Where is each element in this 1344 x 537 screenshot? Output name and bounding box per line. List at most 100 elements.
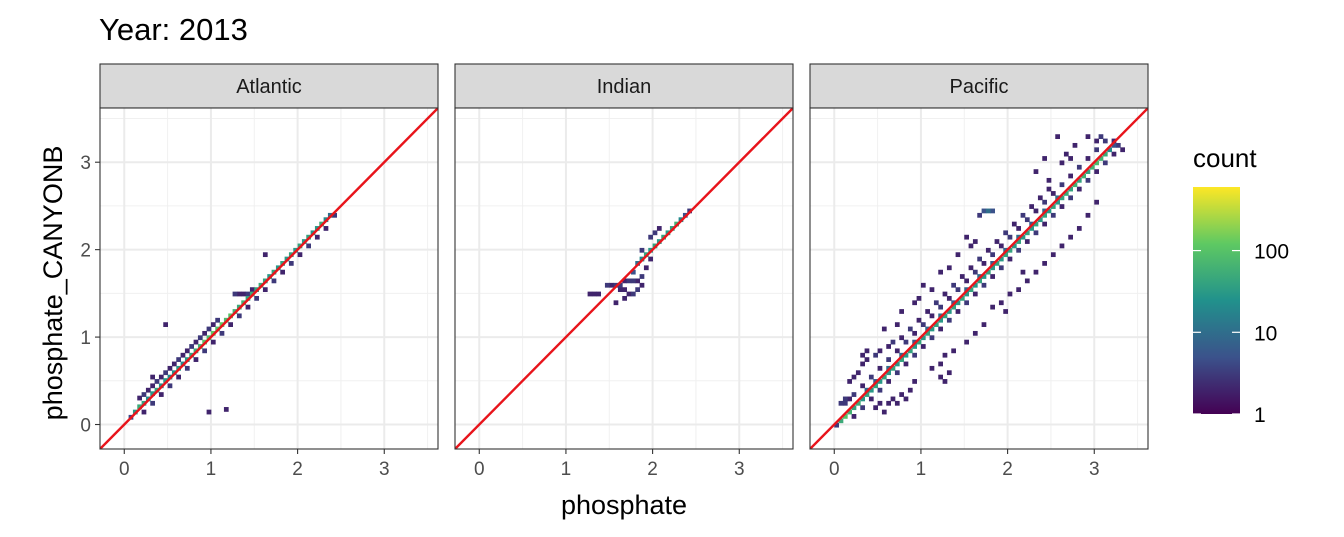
bin-cell — [916, 295, 922, 301]
bin-cell — [189, 344, 194, 349]
bin-cell — [1020, 234, 1026, 240]
bin-cell — [1016, 247, 1021, 253]
bin-cell — [1033, 169, 1039, 174]
bin-cell — [981, 261, 987, 266]
bin-cell — [1081, 173, 1086, 179]
bin-cell — [1020, 269, 1026, 275]
bin-cell — [894, 400, 900, 406]
bin-cell — [1068, 173, 1073, 179]
bin-cell — [1072, 142, 1078, 148]
bin-cell — [145, 387, 151, 393]
bin-cell — [1050, 191, 1056, 196]
bin-cell — [1111, 151, 1117, 157]
bin-cell — [630, 278, 636, 284]
bin-cell — [150, 391, 155, 397]
bin-cell — [938, 326, 943, 332]
y-axis-label: phosphate_CANYONB — [38, 146, 68, 421]
bin-cell — [1046, 177, 1052, 183]
bin-cell — [855, 400, 861, 406]
bin-cell — [176, 374, 181, 380]
bin-cell — [920, 282, 926, 288]
facet-label-atlantic: Atlantic — [236, 76, 302, 98]
bin-cell — [907, 348, 913, 354]
bin-cell — [868, 387, 874, 393]
bin-cell — [886, 400, 891, 406]
bin-cell — [977, 256, 982, 262]
bin-cell — [1042, 156, 1047, 161]
bin-cell — [894, 361, 900, 367]
bin-cell — [1094, 147, 1099, 153]
bin-cell — [972, 291, 978, 297]
bin-cell — [868, 396, 874, 402]
bin-cell — [959, 295, 965, 301]
bin-cell — [1011, 243, 1017, 249]
bin-cell — [951, 282, 956, 288]
bin-cell — [1003, 252, 1008, 258]
bin-cell — [942, 291, 948, 297]
bin-cell — [184, 348, 190, 354]
bin-cell — [933, 322, 939, 327]
bin-cell — [903, 339, 909, 345]
bin-cell — [942, 352, 948, 358]
bin-cell — [617, 282, 623, 288]
reference-line — [100, 108, 438, 449]
bin-cell — [964, 234, 969, 240]
bin-cell — [842, 400, 848, 406]
bin-cell — [1085, 134, 1091, 140]
bin-cell — [1042, 221, 1047, 227]
bin-cell — [920, 335, 926, 341]
bin-cell — [938, 361, 943, 367]
bin-cell — [864, 348, 870, 354]
bin-cell — [912, 379, 917, 384]
bin-cell — [907, 387, 913, 393]
bin-cell — [1050, 204, 1056, 209]
bin-cell — [167, 365, 173, 371]
bin-cell — [1094, 169, 1099, 174]
bin-cell — [981, 322, 987, 327]
bin-cell — [1063, 191, 1069, 196]
bin-cell — [210, 322, 216, 327]
bin-cell — [1024, 230, 1030, 236]
bin-cell — [643, 265, 649, 271]
bin-cell — [964, 300, 969, 306]
bin-cell — [990, 274, 995, 279]
bin-cell — [972, 282, 978, 288]
bin-cell — [617, 287, 623, 293]
y-tick-label: 3 — [80, 153, 91, 174]
bin-cell — [245, 291, 251, 297]
bin-cell — [1059, 243, 1065, 249]
bin-cell — [899, 335, 904, 341]
bin-cell — [171, 361, 177, 367]
facet-label-pacific: Pacific — [950, 76, 1009, 98]
bin-cell — [1033, 208, 1039, 214]
bin-cell — [972, 269, 978, 275]
bin-cell — [890, 396, 896, 402]
bin-cell — [990, 265, 995, 271]
panel-pacific: Pacific 0 1 2 3 — [809, 63, 1149, 480]
bin-cell — [929, 313, 935, 319]
bin-cell — [635, 278, 640, 284]
bin-cell — [920, 322, 926, 327]
bin-cell — [236, 291, 242, 297]
bin-cell — [656, 226, 662, 231]
bin-cell — [977, 212, 982, 218]
bin-cell — [587, 291, 593, 297]
bin-cell — [332, 212, 337, 218]
panel-border — [454, 107, 794, 450]
bin-cell — [907, 326, 913, 332]
bin-cell — [254, 295, 259, 301]
bin-cell — [630, 269, 636, 275]
bin-cell — [886, 379, 891, 384]
bin-cell — [1033, 221, 1039, 227]
bin-cell — [1094, 199, 1099, 205]
bin-cell — [180, 352, 186, 358]
bin-cell — [150, 374, 155, 380]
bin-cell — [903, 396, 909, 402]
bin-cell — [981, 274, 987, 279]
bin-cell — [881, 374, 887, 380]
bin-cell — [873, 405, 878, 411]
bin-cell — [137, 395, 142, 401]
bin-cell — [972, 239, 978, 244]
bin-cell — [228, 322, 233, 327]
bin-cell — [938, 269, 943, 275]
